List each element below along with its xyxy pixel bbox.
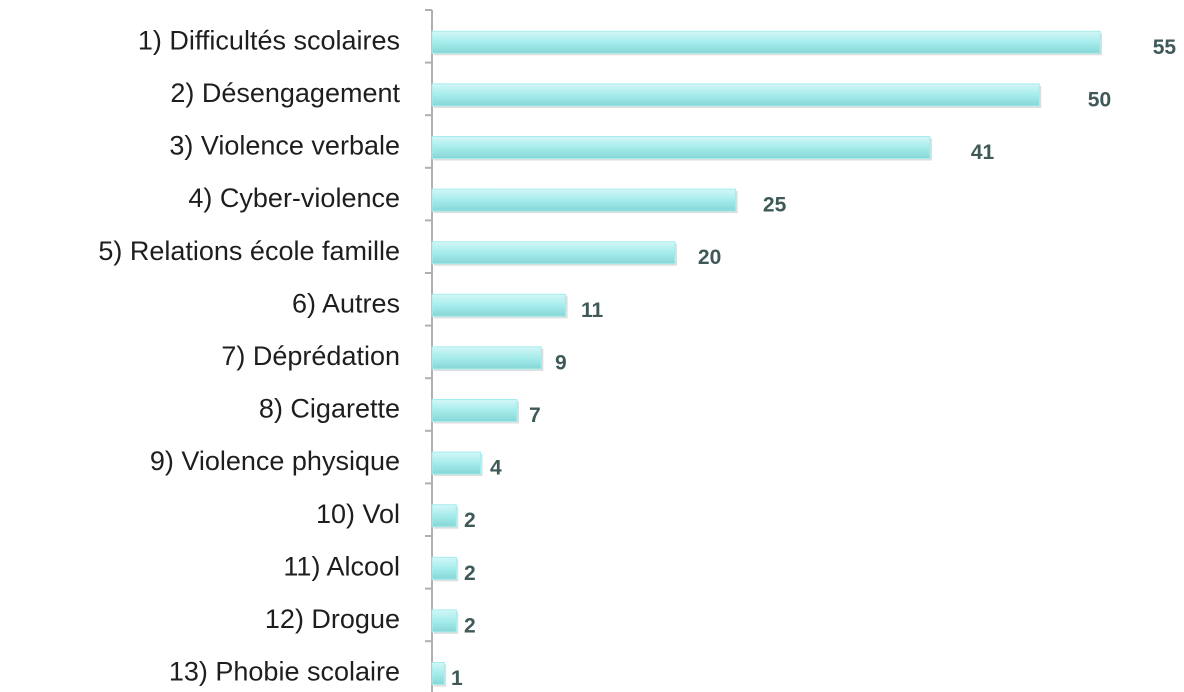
bar <box>431 188 737 212</box>
value-label: 2 <box>464 562 476 585</box>
category-label: 13) Phobie scolaire <box>169 657 400 687</box>
category-label: 11) Alcool <box>283 551 400 581</box>
value-label: 9 <box>555 351 567 374</box>
category-label: 2) Désengagement <box>170 78 400 108</box>
value-label: 2 <box>464 614 476 637</box>
category-label: 10) Vol <box>316 499 400 529</box>
value-label: 20 <box>698 246 721 269</box>
bar <box>431 241 676 265</box>
bar <box>431 451 482 475</box>
category-label: 5) Relations école famille <box>98 236 400 266</box>
bar <box>431 556 457 580</box>
value-label: 2 <box>464 509 476 532</box>
value-label: 1 <box>451 667 463 690</box>
value-label: 50 <box>1088 88 1111 111</box>
category-label: 1) Difficultés scolaires <box>138 25 400 55</box>
value-label: 11 <box>581 299 604 322</box>
category-label: 7) Déprédation <box>221 341 400 371</box>
value-label: 7 <box>529 404 541 427</box>
category-label: 12) Drogue <box>265 604 400 634</box>
bar <box>431 504 457 528</box>
bar <box>431 83 1040 107</box>
value-label: 41 <box>971 141 995 164</box>
bar <box>431 346 542 370</box>
bar <box>431 293 567 317</box>
bar <box>431 136 931 159</box>
value-label: 25 <box>763 194 787 217</box>
category-label: 6) Autres <box>292 288 400 318</box>
bar <box>431 399 518 422</box>
value-label: 55 <box>1153 36 1177 59</box>
bar <box>431 662 445 685</box>
category-label: 8) Cigarette <box>259 394 400 424</box>
category-label: 4) Cyber-violence <box>188 183 400 213</box>
value-label: 4 <box>490 457 502 480</box>
category-label: 3) Violence verbale <box>169 131 400 161</box>
bar <box>431 609 457 633</box>
bar <box>431 30 1101 54</box>
category-label: 9) Violence physique <box>150 446 400 476</box>
